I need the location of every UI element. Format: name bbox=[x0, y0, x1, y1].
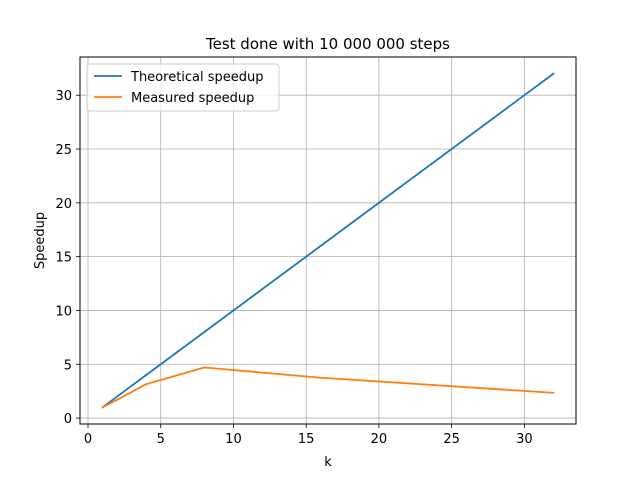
legend-label-measured: Measured speedup bbox=[131, 91, 254, 106]
x-tick-label: 5 bbox=[157, 432, 165, 447]
plot-frame bbox=[79, 56, 577, 425]
x-axis-label: k bbox=[324, 455, 332, 470]
y-tick-label: 20 bbox=[55, 197, 72, 212]
y-tick-label: 5 bbox=[64, 358, 72, 373]
x-axis-ticks: 0 5 10 15 20 25 30 bbox=[84, 424, 533, 447]
legend-box bbox=[86, 63, 280, 112]
y-axis-ticks: 0 5 10 15 20 25 30 bbox=[55, 89, 80, 427]
y-tick-label: 30 bbox=[55, 89, 72, 104]
x-tick-label: 20 bbox=[371, 432, 388, 447]
y-tick-label: 15 bbox=[55, 251, 72, 266]
y-tick-label: 10 bbox=[55, 304, 72, 319]
series-line-theoretical bbox=[101, 72, 555, 409]
legend-label-theoretical: Theoretical speedup bbox=[130, 70, 264, 85]
y-tick-label: 25 bbox=[55, 143, 72, 158]
y-tick-label: 0 bbox=[64, 412, 72, 427]
x-tick-label: 0 bbox=[84, 432, 92, 447]
x-tick-label: 15 bbox=[298, 432, 315, 447]
series-layer bbox=[101, 72, 555, 409]
legend: Theoretical speedup Measured speedup bbox=[86, 63, 280, 112]
x-tick-label: 30 bbox=[516, 432, 533, 447]
y-axis-label: Speedup bbox=[33, 212, 48, 269]
grid-lines bbox=[80, 57, 576, 424]
series-line-measured bbox=[101, 366, 555, 409]
chart-title: Test done with 10 000 000 steps bbox=[205, 35, 450, 53]
x-tick-label: 10 bbox=[225, 432, 242, 447]
x-tick-label: 25 bbox=[443, 432, 460, 447]
